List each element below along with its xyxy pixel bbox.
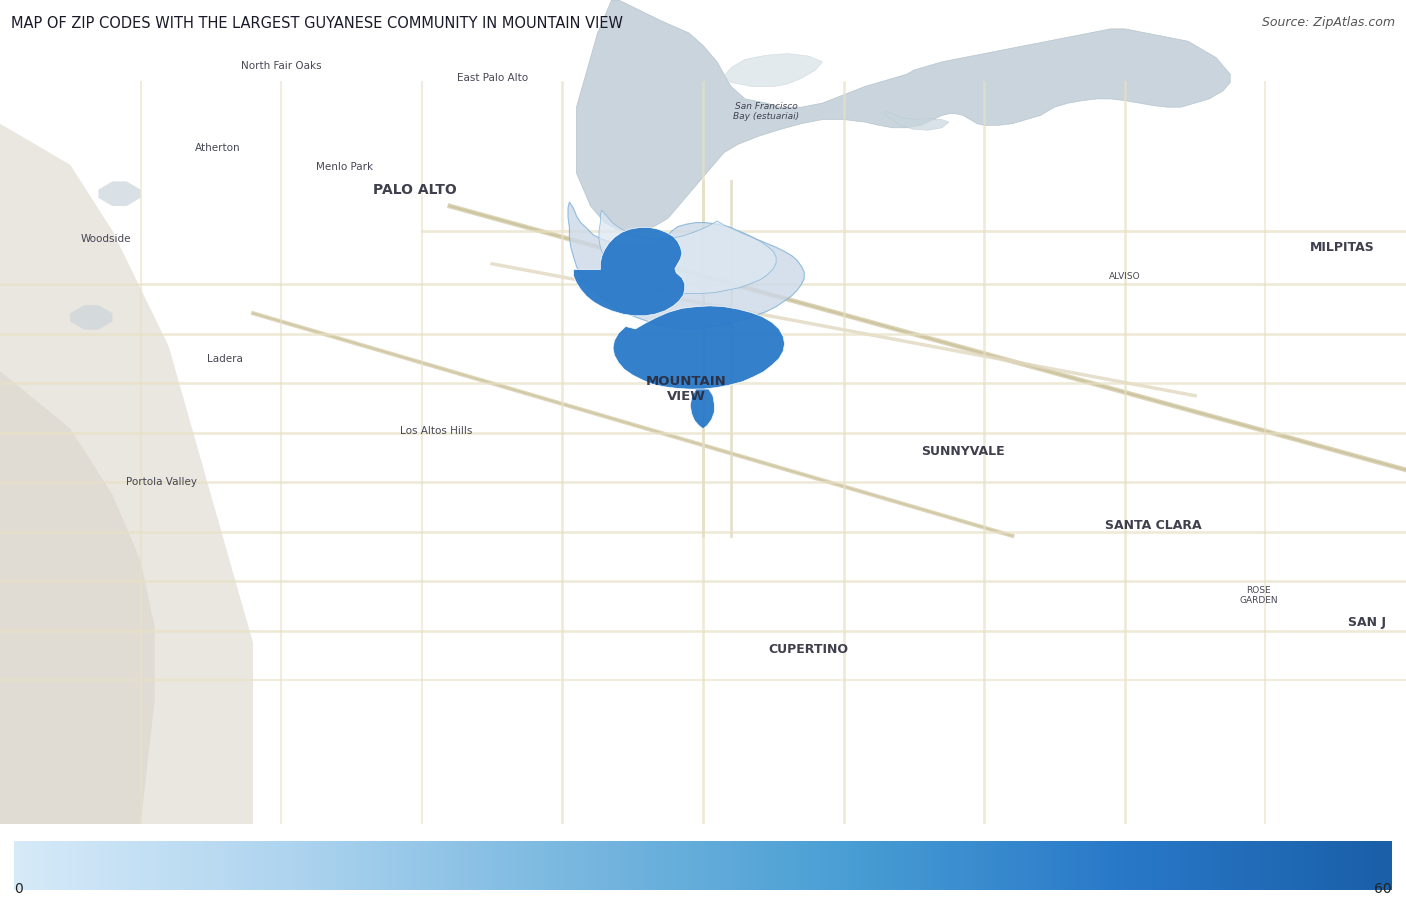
Polygon shape: [568, 202, 804, 329]
Polygon shape: [574, 227, 685, 316]
Text: PALO ALTO: PALO ALTO: [373, 182, 457, 197]
Polygon shape: [599, 210, 776, 293]
Text: 0: 0: [14, 882, 22, 896]
Text: East Palo Alto: East Palo Alto: [457, 74, 527, 84]
Text: San Francisco
Bay (estuariai): San Francisco Bay (estuariai): [733, 102, 800, 121]
Text: North Fair Oaks: North Fair Oaks: [240, 61, 322, 71]
Text: 60: 60: [1374, 882, 1392, 896]
Text: Menlo Park: Menlo Park: [316, 163, 373, 173]
Polygon shape: [613, 306, 785, 389]
Polygon shape: [886, 111, 949, 130]
Text: Source: ZipAtlas.com: Source: ZipAtlas.com: [1261, 16, 1395, 29]
Text: ALVISO: ALVISO: [1109, 271, 1140, 280]
Text: ROSE
GARDEN: ROSE GARDEN: [1239, 585, 1278, 605]
Polygon shape: [0, 371, 155, 824]
Text: SANTA CLARA: SANTA CLARA: [1105, 520, 1201, 532]
Text: Atherton: Atherton: [195, 143, 240, 154]
Text: MOUNTAIN
VIEW: MOUNTAIN VIEW: [645, 375, 727, 403]
Polygon shape: [70, 305, 112, 330]
Text: CUPERTINO: CUPERTINO: [769, 643, 848, 656]
Text: Woodside: Woodside: [80, 234, 131, 244]
Text: SAN J⁠: SAN J⁠: [1347, 616, 1386, 629]
Text: SUNNYVALE: SUNNYVALE: [921, 445, 1005, 458]
Polygon shape: [0, 124, 253, 824]
Polygon shape: [98, 182, 141, 206]
Text: MAP OF ZIP CODES WITH THE LARGEST GUYANESE COMMUNITY IN MOUNTAIN VIEW: MAP OF ZIP CODES WITH THE LARGEST GUYANE…: [11, 16, 623, 31]
Text: MILPITAS: MILPITAS: [1310, 241, 1375, 254]
Text: Ladera: Ladera: [207, 353, 243, 363]
Text: Portola Valley: Portola Valley: [127, 477, 197, 487]
Polygon shape: [690, 389, 714, 429]
Polygon shape: [576, 0, 1230, 231]
Text: Los Altos Hills: Los Altos Hills: [399, 426, 472, 436]
Polygon shape: [724, 54, 823, 86]
